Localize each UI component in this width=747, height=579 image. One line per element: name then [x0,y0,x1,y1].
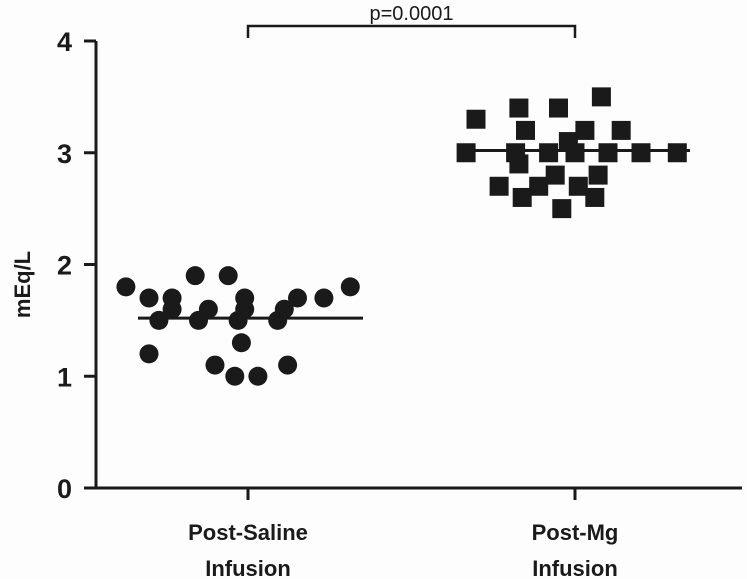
x-category-label: Post-Saline [188,520,308,545]
data-point-square [516,120,535,140]
data-point-circle [162,299,182,319]
data-point-circle [218,266,238,286]
data-point-circle [205,355,225,375]
data-point-square [456,143,476,163]
data-point-square [588,165,608,185]
data-point-square [667,143,687,163]
data-point-circle [340,277,360,297]
data-point-square [565,143,585,163]
data-point-square [552,199,572,219]
data-point-circle [288,288,307,308]
data-point-circle [189,310,208,330]
data-point-circle [149,310,169,330]
data-point-circle [185,266,205,286]
data-point-square [631,143,651,163]
data-point-square [549,98,568,118]
y-axis-label: mEq/L [10,251,35,318]
significance-bracket [246,24,577,38]
data-point-circle [139,344,159,364]
data-point-square [512,187,532,207]
data-point-circle [139,288,159,308]
y-tick-label: 2 [57,251,72,281]
p-value-annotation: p=0.0001 [370,3,454,25]
data-point-circle [228,310,248,330]
data-point-circle [278,355,298,375]
x-category-label: Infusion [532,556,618,579]
data-point-circle [225,366,245,386]
data-point-square [585,187,605,207]
y-tick-label: 1 [57,362,72,392]
y-tick-label: 3 [57,139,72,169]
data-point-square [509,154,529,174]
data-point-circle [248,366,268,386]
data-point-square [539,143,559,163]
x-category-label: Post-Mg [532,520,619,545]
data-point-square [545,165,565,185]
y-tick-label: 4 [57,27,72,57]
data-point-square [598,143,618,163]
data-point-square [489,176,509,196]
x-category-label: Infusion [205,556,291,579]
data-point-square [466,109,486,129]
data-point-square [509,98,529,118]
data-point-circle [314,288,334,308]
data-point-square [529,176,549,196]
data-point-circle [116,277,136,297]
data-point-square [591,87,611,107]
y-tick-label: 0 [57,474,72,504]
data-point-square [575,120,595,140]
data-point-square [611,120,631,140]
data-point-square [568,176,588,196]
data-point-circle [268,310,288,330]
data-point-circle [231,333,251,353]
